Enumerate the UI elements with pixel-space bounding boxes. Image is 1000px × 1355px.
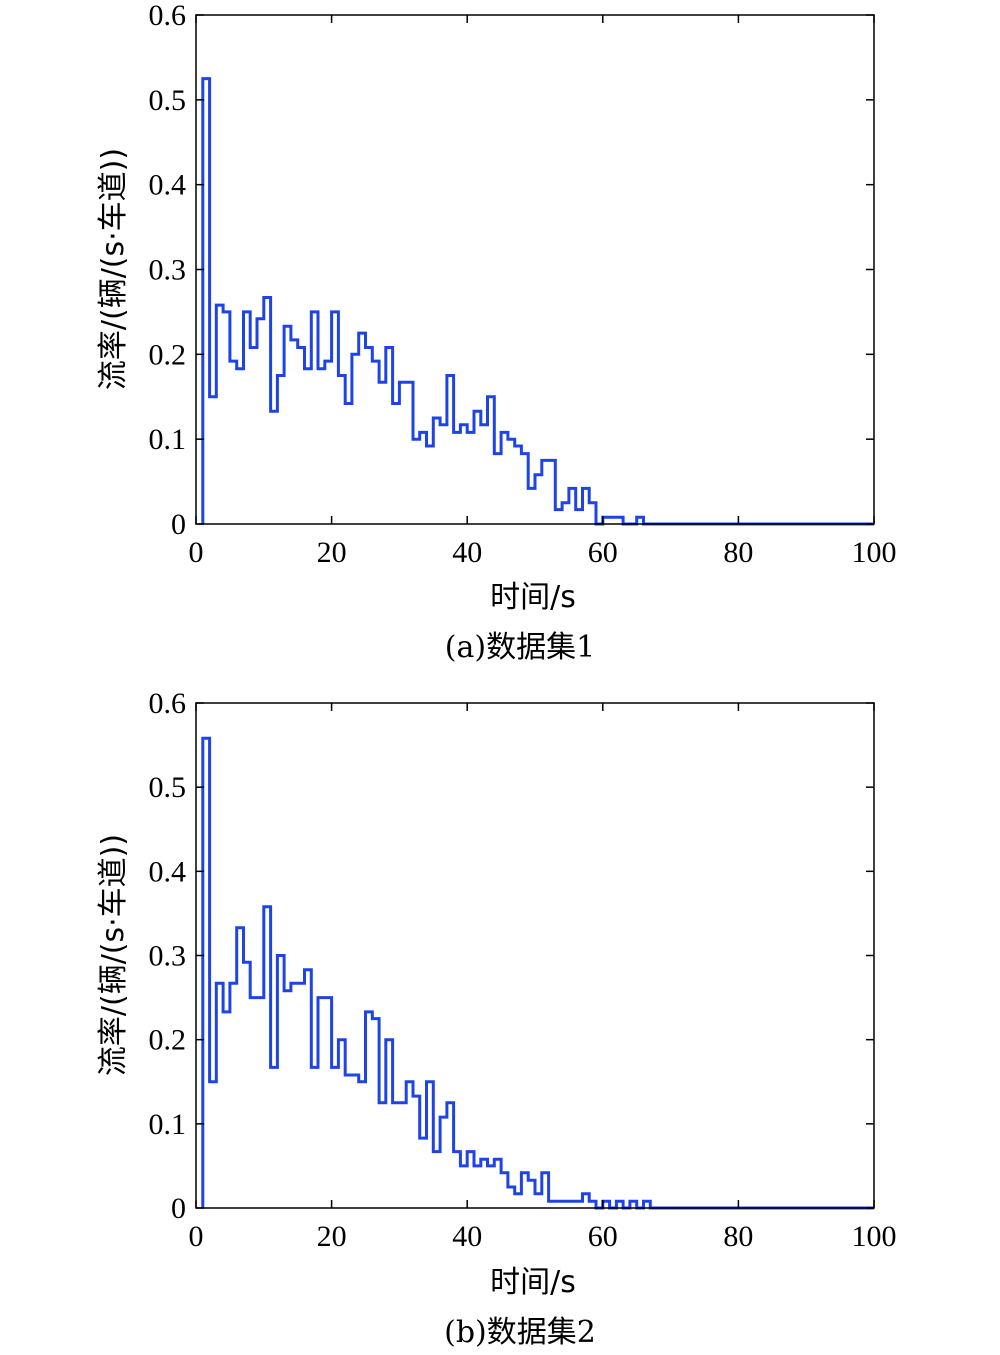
x-tick-label: 40 [452, 1220, 482, 1253]
x-tick-label: 40 [452, 536, 482, 569]
x-tick-label: 20 [317, 1220, 347, 1253]
y-tick-label: 0.3 [149, 254, 187, 287]
y-tick-label: 0.6 [149, 0, 187, 32]
y-tick-label: 0.5 [149, 84, 187, 117]
x-axis-label: 时间/s [490, 1265, 576, 1300]
y-tick-label: 0.1 [149, 423, 187, 456]
chart-panel-a: 0 20 40 60 80 100 0 0.1 0.2 0.3 0.4 0.5 0.6 时间/s 流率/(辆… [96, 0, 897, 665]
x-tick-label: 80 [723, 536, 753, 569]
y-tick-label: 0.1 [149, 1108, 187, 1141]
y-tick-label: 0 [171, 1192, 186, 1225]
x-tick-label: 20 [317, 536, 347, 569]
x-axis-label: 时间/s [490, 580, 576, 615]
x-tick-label: 0 [189, 536, 204, 569]
x-tick-label: 80 [723, 1220, 753, 1253]
y-tick-label: 0.4 [149, 855, 187, 888]
y-tick-label: 0.5 [149, 771, 187, 804]
panel-caption: (b)数据集2 [444, 1315, 596, 1350]
x-tick-label: 60 [588, 1220, 618, 1253]
chart-panel-b: 0 20 40 60 80 100 0 0.1 0.2 0.3 0.4 0.5 0.6 时间/s 流率/(辆… [96, 687, 897, 1350]
data-series-line [201, 736, 874, 1210]
y-axis-label: 流率/(辆/(s·车道)) [96, 148, 131, 390]
y-axis-label: 流率/(辆/(s·车道)) [96, 834, 131, 1076]
y-tick-label: 0.3 [149, 940, 187, 973]
y-tick-label: 0.4 [149, 169, 187, 202]
x-tick-label: 60 [588, 536, 618, 569]
plot-frame [195, 14, 875, 525]
x-tick-label: 100 [852, 1220, 897, 1253]
panel-caption: (a)数据集1 [445, 630, 595, 665]
plot-frame [195, 702, 875, 1209]
y-tick-label: 0.2 [149, 338, 187, 371]
y-tick-label: 0.6 [149, 687, 187, 720]
data-series-line [201, 77, 874, 526]
y-tick-label: 0 [171, 508, 186, 541]
x-tick-label: 0 [189, 1220, 204, 1253]
x-tick-label: 100 [852, 536, 897, 569]
y-tick-label: 0.2 [149, 1024, 187, 1057]
